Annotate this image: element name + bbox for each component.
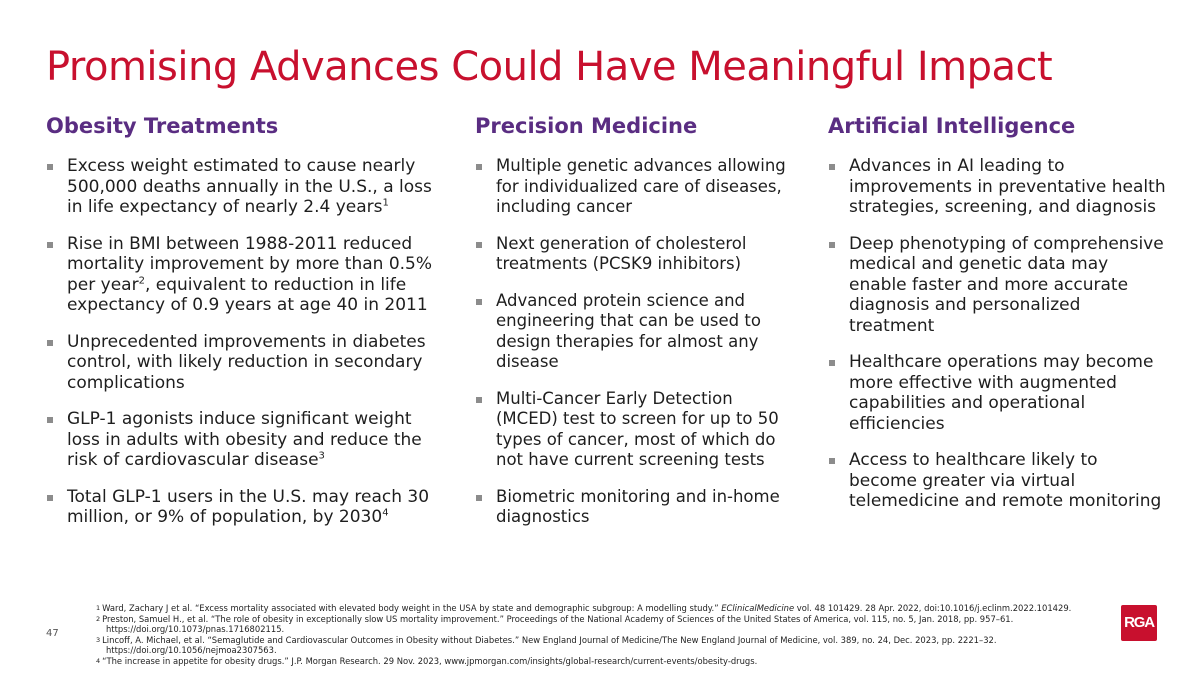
- footnote: 1 Ward, Zachary J et al. “Excess mortalit…: [96, 603, 1072, 613]
- square-bullet-icon: [476, 241, 482, 248]
- column-obesity-treatments: Obesity Treatments Excess weight estimat…: [46, 114, 446, 544]
- footnote-link[interactable]: https://doi.org/10.1056/nejmoa2307563.: [106, 645, 277, 656]
- bullet-item: Unprecedented improvements in diabetes c…: [46, 332, 446, 394]
- bullet-list: Multiple genetic advances allowing for i…: [475, 156, 795, 528]
- square-bullet-icon: [47, 339, 53, 346]
- square-bullet-icon: [47, 417, 53, 423]
- footnote: 2 Preston, Samuel H., et al. “The role of…: [96, 614, 1096, 635]
- square-bullet-icon: [476, 494, 482, 501]
- bullet-item: Total GLP-1 users in the U.S. may reach …: [46, 487, 446, 528]
- column-heading: Artificial Intelligence: [828, 114, 1076, 138]
- square-bullet-icon: [829, 241, 835, 248]
- bullet-item: Next generation of cholesterol treatment…: [475, 234, 795, 275]
- slide-title: Promising Advances Could Have Meaningful…: [46, 44, 1053, 90]
- bullet-item: Healthcare operations may become more ef…: [828, 352, 1168, 434]
- square-bullet-icon: [476, 164, 482, 170]
- bullet-item: Advances in AI leading to improvements i…: [828, 156, 1168, 218]
- bullet-item: Excess weight estimated to cause nearly …: [46, 156, 446, 218]
- square-bullet-icon: [47, 164, 53, 170]
- bullet-item: Advanced protein science and engineering…: [475, 291, 795, 373]
- bullet-list: Advances in AI leading to improvements i…: [828, 156, 1168, 512]
- footnote: 3 Lincoff, A. Michael, et al. “Semaglutid…: [96, 635, 1096, 656]
- square-bullet-icon: [829, 164, 835, 170]
- column-precision-medicine: Precision Medicine Multiple genetic adva…: [475, 114, 795, 544]
- footnotes: 1 Ward, Zachary J et al. “Excess mortalit…: [96, 603, 1096, 667]
- square-bullet-icon: [829, 360, 835, 366]
- bullet-item: Multiple genetic advances allowing for i…: [475, 156, 795, 218]
- bullet-list: Excess weight estimated to cause nearly …: [46, 156, 446, 528]
- column-heading: Precision Medicine: [475, 114, 698, 138]
- bullet-item: Rise in BMI between 1988-2011 reduced mo…: [46, 234, 446, 316]
- column-artificial-intelligence: Artificial Intelligence Advances in AI l…: [828, 114, 1168, 528]
- bullet-item: Deep phenotyping of comprehensive medica…: [828, 234, 1168, 337]
- square-bullet-icon: [476, 298, 482, 305]
- column-heading: Obesity Treatments: [46, 114, 279, 138]
- square-bullet-icon: [47, 494, 53, 501]
- rga-logo: RGA: [1121, 605, 1157, 641]
- bullet-item: Access to healthcare likely to become gr…: [828, 450, 1168, 512]
- bullet-item: GLP-1 agonists induce significant weight…: [46, 409, 446, 471]
- bullet-item: Biometric monitoring and in-home diagnos…: [475, 487, 795, 528]
- footnote: 4 “The increase in appetite for obesity d…: [96, 655, 758, 666]
- footnote-link[interactable]: https://doi.org/10.1073/pnas.1716802115.: [106, 624, 285, 635]
- square-bullet-icon: [476, 396, 482, 403]
- square-bullet-icon: [47, 241, 53, 248]
- square-bullet-icon: [829, 458, 835, 464]
- bullet-item: Multi-Cancer Early Detection (MCED) test…: [475, 389, 795, 471]
- page-number: 47: [46, 628, 59, 639]
